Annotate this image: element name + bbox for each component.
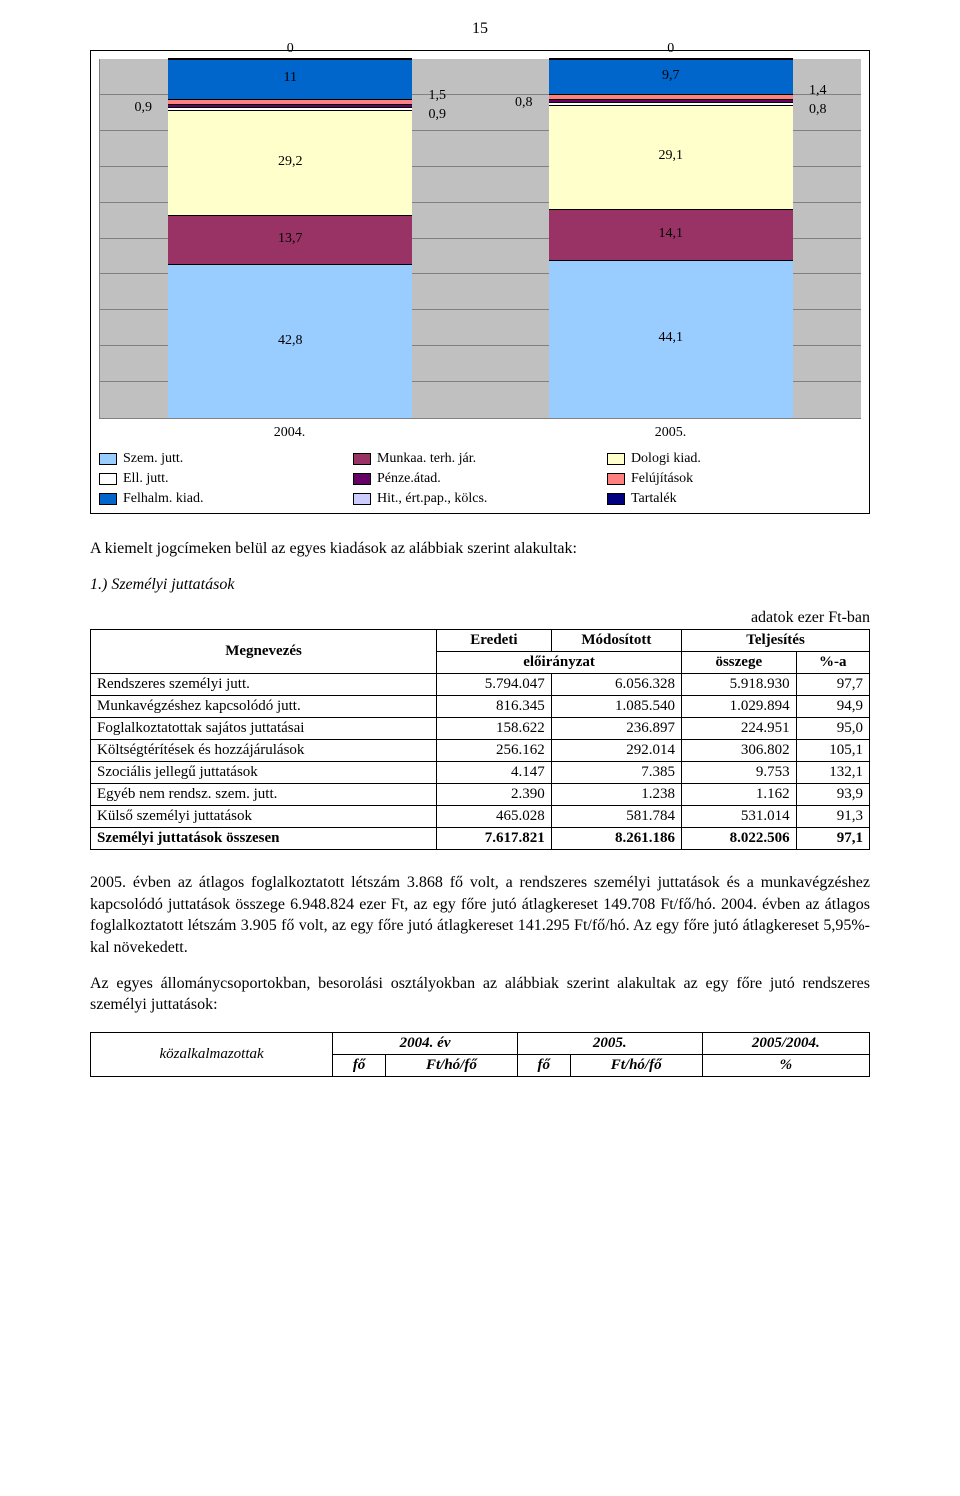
t2-ftho-1: Ft/hó/fő <box>385 1054 517 1076</box>
legend-item: Munkaa. terh. jár. <box>353 451 607 467</box>
expenditure-table: Megnevezés Eredeti Módosított Teljesítés… <box>90 629 870 850</box>
th-pct: %-a <box>796 652 869 674</box>
th-eloiranyzat: előirányzat <box>437 652 682 674</box>
legend-item: Ell. jutt. <box>99 471 353 487</box>
unit-note: adatok ezer Ft-ban <box>90 609 870 627</box>
intro-text: A kiemelt jogcímeken belül az egyes kiad… <box>90 538 870 560</box>
page-number: 15 <box>90 20 870 38</box>
t2-2005: 2005. <box>517 1032 702 1054</box>
t2-ftho-2: Ft/hó/fő <box>570 1054 702 1076</box>
legend-item: Szem. jutt. <box>99 451 353 467</box>
th-modositott: Módosított <box>551 630 681 652</box>
t2-pct: % <box>702 1054 869 1076</box>
table-row: Foglalkoztatottak sajátos juttatásai158.… <box>91 718 870 740</box>
paragraph-2: Az egyes állománycsoportokban, besorolás… <box>90 973 870 1016</box>
th-megnevezes: Megnevezés <box>91 630 437 674</box>
legend-item: Tartalék <box>607 491 861 507</box>
t2-fo-1: fő <box>333 1054 386 1076</box>
table-row: Külső személyi juttatások465.028581.7845… <box>91 806 870 828</box>
table-row: Költségtérítések és hozzájárulások256.16… <box>91 740 870 762</box>
t2-ratio: 2005/2004. <box>702 1032 869 1054</box>
section-1-title: 1.) Személyi juttatások <box>90 574 870 596</box>
t2-2004: 2004. év <box>333 1032 518 1054</box>
x-axis-label: 2005. <box>655 425 687 441</box>
legend-item: Felújítások <box>607 471 861 487</box>
legend-item: Hit., ért.pap., kölcs. <box>353 491 607 507</box>
paragraph-1: 2005. évben az átlagos foglalkoztatott l… <box>90 872 870 958</box>
legend-item: Pénze.átad. <box>353 471 607 487</box>
th-eredeti: Eredeti <box>437 630 552 652</box>
t2-rowlabel: közalkalmazottak <box>91 1032 333 1076</box>
stacked-bar: 42,813,729,20,90,91,5110 <box>168 59 412 418</box>
table-row: Rendszeres személyi jutt.5.794.0476.056.… <box>91 674 870 696</box>
table-row: Egyéb nem rendsz. szem. jutt.2.3901.2381… <box>91 784 870 806</box>
salary-group-table: közalkalmazottak 2004. év 2005. 2005/200… <box>90 1032 870 1077</box>
x-axis-label: 2004. <box>274 425 306 441</box>
t2-fo-2: fő <box>517 1054 570 1076</box>
table-row: Szociális jellegű juttatások4.1477.3859.… <box>91 762 870 784</box>
stacked-bar-chart: 42,813,729,20,90,91,5110 44,114,129,10,80… <box>90 50 870 514</box>
table-row: Munkavégzéshez kapcsolódó jutt.816.3451.… <box>91 696 870 718</box>
legend-item: Dologi kiad. <box>607 451 861 467</box>
th-osszege: összege <box>681 652 796 674</box>
legend-item: Felhalm. kiad. <box>99 491 353 507</box>
th-teljesites: Teljesítés <box>681 630 869 652</box>
stacked-bar: 44,114,129,10,80,81,49,70 <box>549 59 793 418</box>
table-total-row: Személyi juttatások összesen7.617.8218.2… <box>91 828 870 850</box>
